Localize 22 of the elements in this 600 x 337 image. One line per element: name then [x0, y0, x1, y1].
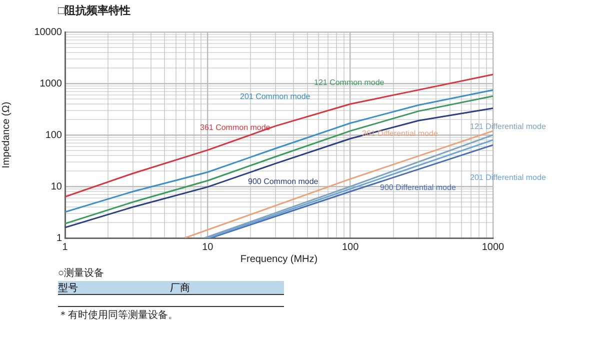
x-tick-label: 100 [342, 242, 360, 253]
series-label: 900 Common mode [248, 177, 319, 186]
y-tick-label: 100 [45, 130, 62, 141]
series-label: 900 Differential mode [380, 183, 456, 192]
text: 型号 [58, 282, 78, 295]
series-label: 121 Differential mode [470, 122, 546, 132]
text: 201 Common mode [240, 92, 311, 102]
text: ○测量设备 [58, 266, 104, 280]
text: 201 Differential mode [470, 173, 546, 182]
series-label: 361 Differential mode [362, 129, 438, 138]
y-tick-label: 1 [56, 232, 62, 244]
y-tick-label: 10000 [34, 26, 62, 38]
y-axis-title: Impedance (Ω) [0, 102, 12, 168]
text: ＊有时使用同等测量设备。 [58, 308, 178, 322]
x-tick-label: 1000 [482, 242, 505, 253]
chart-title: □阻抗频率特性 [58, 4, 131, 18]
x-tick-label: 10 [202, 242, 214, 253]
y-tick-label: 10 [50, 181, 62, 192]
text: 121 Common mode [314, 78, 385, 88]
x-axis-title: Frequency (MHz) [240, 254, 318, 265]
y-tick-label: 1000 [40, 78, 62, 90]
text: 厂商 [170, 282, 190, 295]
